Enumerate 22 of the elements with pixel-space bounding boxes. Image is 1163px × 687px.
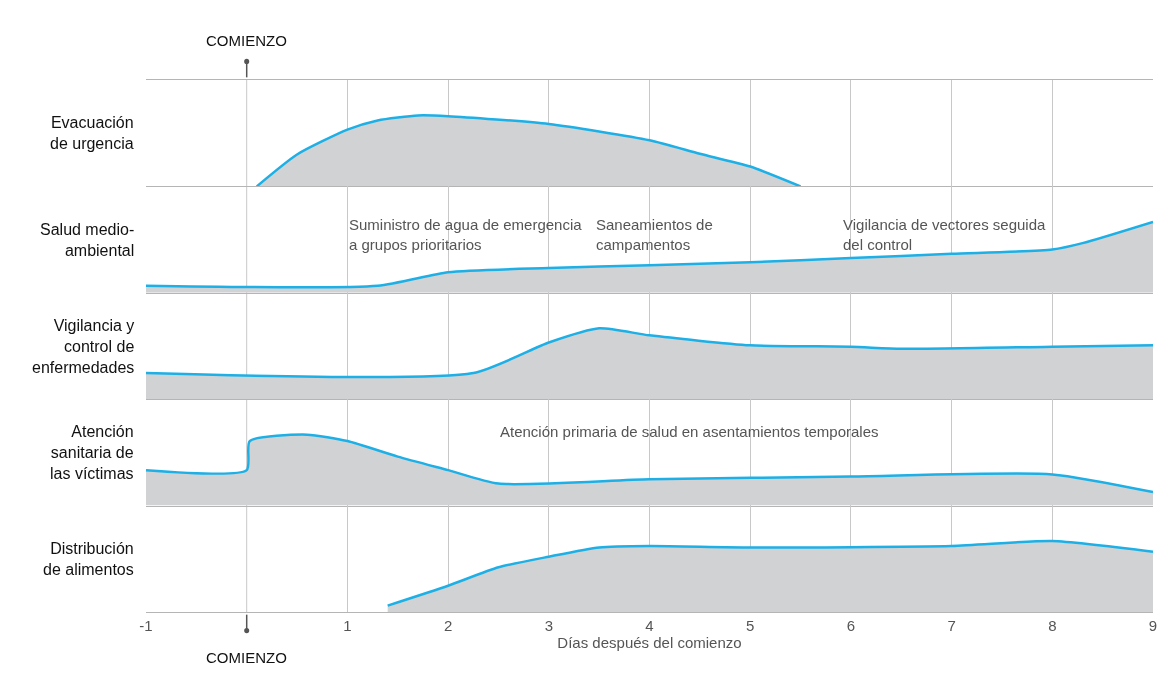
x-axis-title: Días después del comienzo bbox=[557, 634, 742, 651]
x-tick-label: 1 bbox=[343, 617, 352, 634]
x-tick-label: 3 bbox=[544, 617, 553, 634]
x-tick-label: -1 bbox=[139, 617, 153, 634]
x-tick-label: 5 bbox=[746, 617, 755, 634]
y-axis-title: Atención sanitaria de las víctimas bbox=[50, 423, 134, 482]
ref-line-label: COMIENZO bbox=[206, 32, 287, 49]
annotation: Saneamientos de campamentos bbox=[596, 216, 713, 253]
x-tick-label: 7 bbox=[947, 617, 956, 634]
x-tick-label: 4 bbox=[645, 617, 654, 634]
y-axis-title: Evacuación de urgencia bbox=[50, 114, 134, 152]
y-axis-title: Vigilancia y control de enfermedades bbox=[32, 317, 135, 376]
x-tick-label: 6 bbox=[846, 617, 856, 634]
x-tick-label: 2 bbox=[443, 617, 453, 634]
annotation: Vigilancia de vectores seguida del control bbox=[843, 216, 1047, 253]
x-tick-label: 9 bbox=[1148, 617, 1158, 634]
y-axis-title: Distribución de alimentos bbox=[43, 540, 134, 578]
annotation: Atención primaria de salud en asentamientos temporales bbox=[500, 423, 879, 440]
x-tick-label: 8 bbox=[1048, 617, 1057, 634]
y-axis-title: Salud medio- ambiental bbox=[40, 221, 135, 259]
annotation: Suministro de agua de emergencia a grupos prioritarios bbox=[349, 216, 583, 253]
ref-line-label: COMIENZO bbox=[206, 649, 287, 666]
